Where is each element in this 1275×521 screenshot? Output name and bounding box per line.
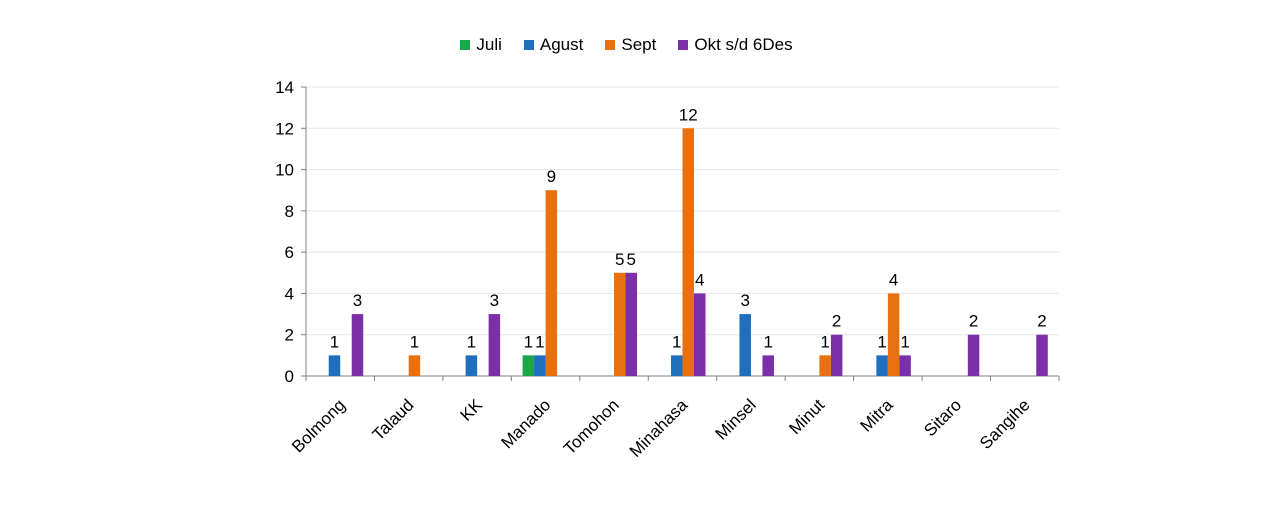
bar <box>671 355 683 376</box>
y-tick-label: 4 <box>285 284 294 303</box>
data-label: 3 <box>740 291 749 310</box>
x-tick-label: Minahasa <box>626 395 692 461</box>
legend-swatch-agust <box>523 40 534 50</box>
y-tick-label: 10 <box>275 161 294 180</box>
bar <box>899 355 911 376</box>
bar <box>762 355 774 376</box>
x-tick-label: Minut <box>785 395 828 438</box>
data-label: 2 <box>969 312 978 331</box>
data-label: 2 <box>1037 312 1046 331</box>
legend-swatch-sept <box>605 40 616 50</box>
data-label: 1 <box>524 332 533 351</box>
y-tick-label: 2 <box>285 326 294 345</box>
data-label: 3 <box>490 291 499 310</box>
y-tick-label: 6 <box>285 243 294 262</box>
x-tick-label: Mitra <box>857 395 898 436</box>
data-label: 1 <box>877 332 886 351</box>
legend-swatch-okt <box>678 40 689 50</box>
bar <box>408 355 421 376</box>
bar <box>887 293 900 376</box>
legend-item-sept: Sept <box>605 35 656 55</box>
bar <box>694 293 706 376</box>
x-tick-label: Manado <box>498 395 555 452</box>
x-tick-label: Talaud <box>369 395 418 444</box>
legend-item-juli: Juli <box>460 35 502 55</box>
bar <box>545 190 558 376</box>
data-label: 2 <box>832 312 841 331</box>
data-label: 3 <box>353 291 362 310</box>
bar <box>819 355 831 376</box>
legend-label-sept: Sept <box>621 35 657 54</box>
y-tick-label: 0 <box>285 367 294 386</box>
legend-item-agust: Agust <box>523 35 584 55</box>
bar <box>351 314 364 376</box>
data-label: 1 <box>900 332 909 351</box>
y-tick-label: 8 <box>285 202 294 221</box>
x-tick-label: Sangihe <box>976 395 1034 453</box>
bar <box>534 355 546 376</box>
legend-label-juli: Juli <box>476 35 502 54</box>
x-tick-label: Tomohon <box>560 395 623 458</box>
bar <box>625 272 638 376</box>
data-label: 4 <box>695 270 704 289</box>
x-tick-label: Minsel <box>712 395 760 443</box>
x-tick-label: KK <box>456 395 486 425</box>
data-label: 1 <box>672 332 681 351</box>
legend-label-okt: Okt s/d 6Des <box>694 35 793 54</box>
bar <box>522 355 535 376</box>
legend-swatch-juli <box>460 40 471 50</box>
bar <box>830 334 843 376</box>
y-tick-label: 14 <box>275 78 294 97</box>
legend-item-okt: Okt s/d 6Des <box>678 35 793 55</box>
data-label: 1 <box>763 332 772 351</box>
data-label: 1 <box>535 332 544 351</box>
data-label: 5 <box>627 250 636 269</box>
bar <box>328 355 341 376</box>
x-tick-label: Bolmong <box>288 395 349 456</box>
data-label: 12 <box>679 105 698 124</box>
data-label: 1 <box>330 332 339 351</box>
bar <box>682 128 694 376</box>
bar <box>967 334 980 376</box>
x-tick-label: Sitaro <box>920 395 965 440</box>
legend: Juli Agust Sept Okt s/d 6Des <box>0 34 1275 56</box>
bar <box>465 355 478 376</box>
bar <box>876 355 888 376</box>
data-label: 4 <box>889 270 898 289</box>
data-label: 1 <box>467 332 476 351</box>
legend-label-agust: Agust <box>539 35 584 54</box>
bar <box>488 314 501 376</box>
data-label: 9 <box>547 167 556 186</box>
data-label: 1 <box>410 332 419 351</box>
y-tick-label: 12 <box>275 119 294 138</box>
bar <box>739 314 751 376</box>
bar <box>1036 334 1048 376</box>
data-label: 1 <box>820 332 829 351</box>
data-label: 5 <box>615 250 624 269</box>
bar <box>614 272 626 376</box>
